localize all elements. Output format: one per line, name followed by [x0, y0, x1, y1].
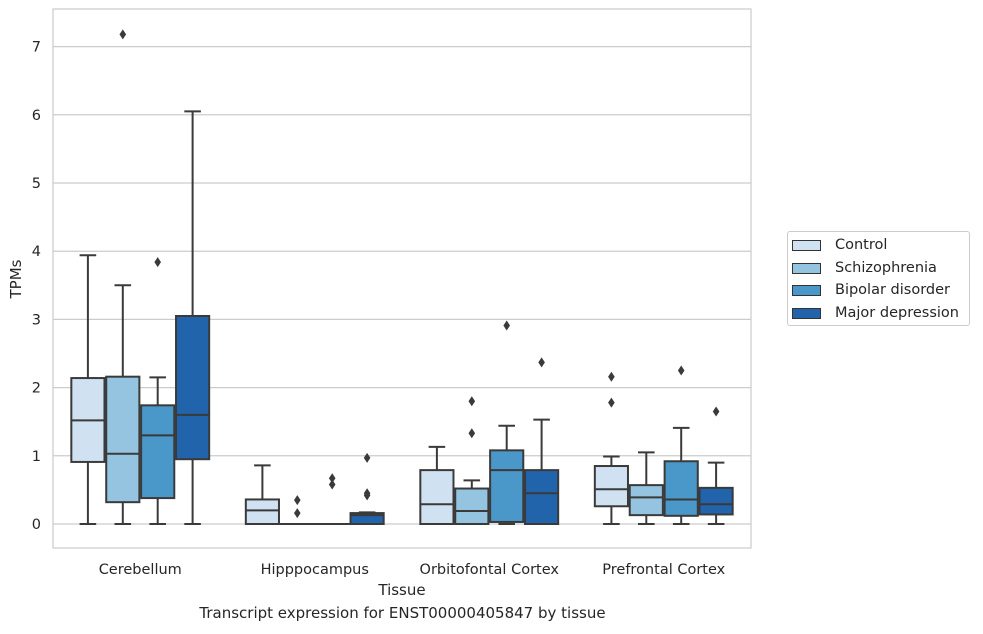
outlier-point: [294, 495, 301, 506]
outlier-point: [503, 320, 510, 331]
box-schizophrenia: [454, 396, 490, 526]
box-major-depression: [524, 357, 560, 526]
outlier-point: [363, 488, 371, 499]
box-body: [663, 460, 699, 517]
y-tick-label: 1: [32, 449, 41, 465]
legend-item-major-depression: Major depression: [792, 303, 959, 323]
box-body: [489, 449, 525, 523]
legend-label: Schizophrenia: [835, 260, 937, 276]
box-body: [419, 469, 455, 526]
box-body: [454, 487, 490, 526]
legend: Control Schizophrenia Bipolar disorder M…: [787, 231, 970, 326]
outlier-point: [468, 428, 476, 439]
legend-item-schizophrenia: Schizophrenia: [792, 258, 937, 278]
legend-item-bipolar-disorder: Bipolar disorder: [792, 280, 950, 300]
legend-swatch: [792, 262, 821, 274]
outlier-point: [712, 406, 720, 417]
y-axis-label: TPMs: [7, 259, 25, 299]
box-bipolar-disorder: [489, 320, 525, 525]
box-bipolar-disorder: [314, 473, 350, 526]
box-schizophrenia: [628, 451, 664, 525]
x-axis-label: Tissue: [377, 581, 425, 599]
x-tick-label: Cerebellum: [99, 562, 182, 578]
box-body: [349, 512, 385, 526]
box-body: [244, 498, 280, 525]
legend-label: Bipolar disorder: [835, 282, 950, 298]
box-control: [70, 254, 106, 525]
legend-label: Control: [835, 237, 888, 253]
box-control: [593, 371, 629, 525]
x-tick-label: Orbitofontal Cortex: [420, 562, 560, 578]
box-body: [593, 465, 629, 508]
boxes: [70, 29, 734, 526]
legend-swatch: [792, 239, 821, 251]
box-schizophrenia: [105, 29, 141, 525]
outlier-point: [294, 508, 301, 519]
y-tick-label: 3: [32, 312, 41, 328]
x-tick-label: Prefrontal Cortex: [602, 562, 725, 578]
outlier-point: [328, 473, 336, 484]
box-body: [524, 469, 560, 526]
box-major-depression: [349, 452, 385, 526]
box-body: [105, 375, 141, 504]
tick-labels: 0 1 2 3 4 5 6 7 Cerebellum Hipppocampus Orbitofont…: [32, 40, 726, 578]
box-bipolar-disorder: [140, 257, 176, 525]
box-major-depression: [175, 110, 211, 525]
box-schizophrenia: [279, 495, 315, 526]
y-tick-label: 0: [32, 517, 41, 533]
y-tick-label: 2: [32, 381, 41, 397]
legend-item-control: Control: [792, 235, 887, 255]
legend-label: Major depression: [835, 305, 959, 321]
outlier-point: [468, 396, 476, 407]
outlier-point: [538, 357, 545, 368]
legend-swatch: [792, 307, 821, 319]
box-major-depression: [698, 406, 734, 525]
chart-caption: Transcript expression for ENST0000040584…: [199, 604, 606, 622]
y-tick-label: 6: [32, 108, 41, 124]
box-body: [698, 486, 734, 516]
legend-swatch: [792, 284, 821, 296]
plot-area-border: [52, 8, 752, 549]
y-tick-label: 5: [32, 176, 41, 192]
y-tick-label: 4: [32, 244, 41, 260]
outlier-point: [119, 29, 127, 40]
outlier-point: [608, 397, 615, 408]
box-bipolar-disorder: [663, 365, 699, 525]
y-tick-label: 7: [32, 40, 41, 56]
box-body: [175, 314, 211, 461]
box-control: [419, 445, 455, 526]
box-body: [628, 484, 664, 517]
box-body: [140, 404, 176, 500]
outlier-point: [154, 257, 161, 268]
outlier-point: [328, 479, 336, 490]
x-tick-label: Hipppocampus: [261, 562, 369, 578]
box-control: [244, 464, 280, 525]
outlier-point: [363, 452, 371, 463]
outlier-point: [677, 365, 685, 376]
outlier-point: [608, 371, 615, 382]
